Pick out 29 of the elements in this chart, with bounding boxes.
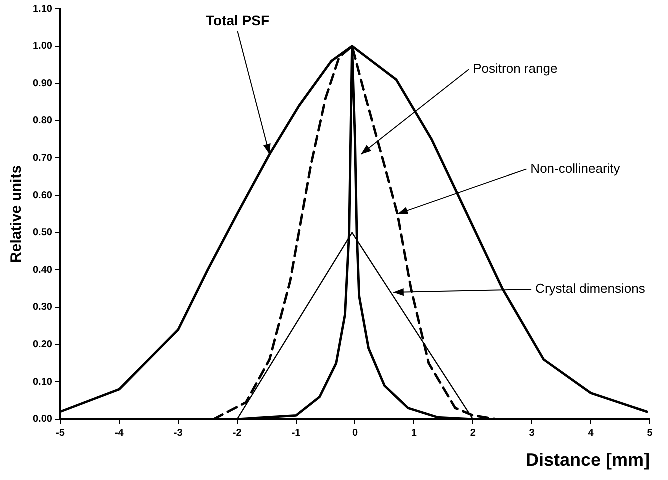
y-tick-label: 1.10	[32, 4, 53, 15]
x-tick-label: -5	[56, 428, 66, 440]
y-tick-label: 0.50	[32, 228, 53, 239]
x-tick-label: 4	[588, 428, 594, 440]
y-tick-label: 0.20	[32, 340, 53, 351]
y-tick-label: 0.70	[32, 152, 53, 164]
x-tick-label: 0	[352, 428, 358, 440]
x-axis-title: Distance [mm]	[526, 450, 650, 470]
x-tick-label: -3	[174, 428, 184, 440]
x-tick-label: 1	[411, 428, 418, 440]
annotation: Non-collinearity	[530, 160, 621, 176]
y-tick-label: 0.80	[32, 116, 53, 127]
x-tick-label: -1	[292, 428, 302, 440]
y-tick-label: 1.00	[32, 41, 53, 52]
y-tick-label: 0.30	[32, 302, 53, 314]
y-axis-title: Relative units	[8, 165, 26, 263]
y-tick-label: 0.10	[32, 376, 53, 388]
y-tick-label: 0.00	[32, 414, 53, 426]
y-tick-label: 0.90	[32, 78, 53, 90]
annotation: Total PSF	[206, 12, 270, 28]
x-tick-label: -2	[232, 428, 242, 440]
y-tick-label: 0.60	[32, 190, 53, 202]
x-tick-label: -4	[114, 428, 124, 440]
x-tick-label: 2	[470, 428, 476, 440]
annotation: Positron range	[473, 61, 558, 76]
x-tick-label: 3	[529, 428, 536, 440]
y-tick-label: 0.40	[32, 264, 53, 276]
x-tick-label: 5	[647, 428, 654, 440]
annotation: Crystal dimensions	[536, 281, 646, 296]
